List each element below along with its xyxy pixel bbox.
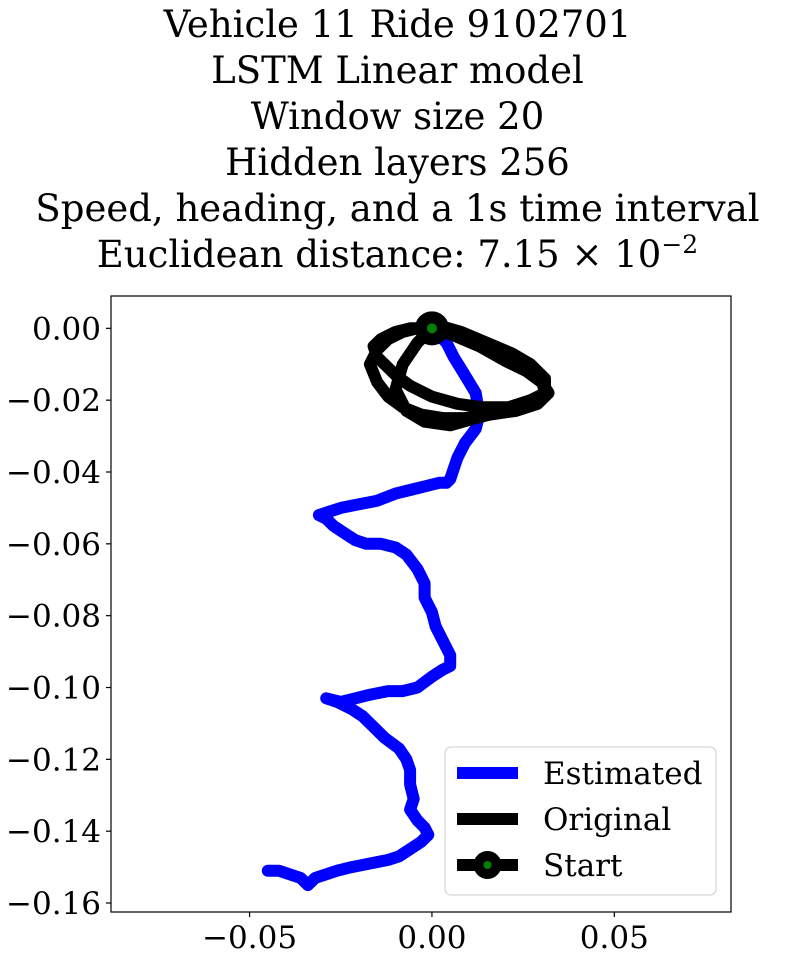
series-line-original xyxy=(363,318,555,432)
title-line-1: Vehicle 11 Ride 9102701 xyxy=(163,3,632,46)
x-axis: −0.05 0.00 0.05 xyxy=(202,912,649,956)
axes-frame xyxy=(110,295,732,913)
legend-label-estimated: Estimated xyxy=(543,756,702,792)
x-tick-label: 0.05 xyxy=(580,920,649,956)
distance-times: × xyxy=(571,233,603,276)
title-line-3: Window size 20 xyxy=(250,95,545,138)
title-line-5: Speed, heading, and a 1s time interval xyxy=(35,187,760,230)
legend-marker-start xyxy=(473,851,502,879)
title-line-2: LSTM Linear model xyxy=(211,49,584,92)
series-line-estimated xyxy=(261,322,486,892)
y-tick-label: −0.10 xyxy=(6,671,101,707)
y-tick-label: −0.08 xyxy=(6,599,101,635)
distance-exponent: −2 xyxy=(661,230,699,259)
distance-base: 10 xyxy=(614,233,662,276)
plot-data-layer xyxy=(261,311,555,892)
y-tick-label: −0.02 xyxy=(6,383,101,419)
y-tick-label: −0.16 xyxy=(6,886,101,922)
euclidean-distance-line: Euclidean distance: 7.15 × 10−2 xyxy=(0,232,795,278)
x-tick-label: −0.05 xyxy=(202,920,297,956)
y-tick-label: 0.00 xyxy=(32,311,101,347)
legend-label-original: Original xyxy=(543,802,671,838)
start-point-marker xyxy=(414,311,449,346)
title-line-4: Hidden layers 256 xyxy=(225,141,570,184)
chart-title: Vehicle 11 Ride 9102701 LSTM Linear mode… xyxy=(0,2,795,278)
legend: Estimated Original Start xyxy=(444,746,717,896)
y-tick-label: −0.14 xyxy=(6,814,101,850)
y-axis: 0.00 −0.02 −0.04 −0.06 −0.08 −0.10 −0.12 −0.14 −… xyxy=(6,311,111,922)
y-tick-label: −0.04 xyxy=(6,455,101,491)
x-tick-label: 0.00 xyxy=(397,920,466,956)
y-tick-label: −0.06 xyxy=(6,527,101,563)
distance-prefix: Euclidean distance: 7.15 xyxy=(96,233,560,276)
legend-box xyxy=(444,746,717,896)
y-tick-label: −0.12 xyxy=(6,742,101,778)
legend-label-start: Start xyxy=(543,848,623,884)
